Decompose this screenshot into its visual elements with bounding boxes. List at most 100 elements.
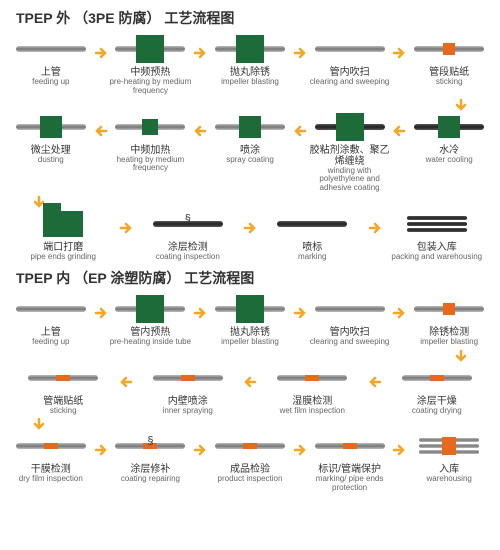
section-1: TPEP 外 （3PE 防腐） 工艺流程图 上管 feeding up 中频预热…: [8, 8, 492, 262]
step-label-en: warehousing: [426, 475, 471, 484]
step-label-en: clearing and sweeping: [310, 78, 390, 87]
flow-row: 上管 feeding up 中频预热 pre-heating by medium…: [8, 34, 492, 96]
flow-step: 涂层干燥 coating drying: [382, 363, 493, 416]
step-icon: §: [111, 431, 189, 461]
step-label-en: sticking: [436, 78, 463, 87]
step-label-en: coating repairing: [121, 475, 180, 484]
step-icon: [12, 431, 90, 461]
section-1-title: TPEP 外 （3PE 防腐） 工艺流程图: [16, 8, 492, 28]
flow-arrow: [293, 306, 307, 320]
step-icon: [149, 363, 227, 393]
step-icon: [111, 112, 189, 142]
step-icon: [24, 209, 102, 239]
step-label-en: impeller blasting: [221, 78, 279, 87]
step-label-en: water cooling: [426, 156, 473, 165]
flow-step: 包装入库 packing and warehousing: [382, 209, 493, 262]
step-label-en: marking: [298, 253, 326, 262]
step-label-en: pre-heating inside tube: [110, 338, 191, 347]
flow-arrow: [193, 443, 207, 457]
step-label-en: winding with polyethylene and adhesive c…: [307, 167, 393, 193]
flow-step: 除锈检测 impeller blasting: [406, 294, 492, 347]
flow-arrow: [392, 443, 406, 457]
step-icon: [12, 34, 90, 64]
flow-step: 成品检验 product inspection: [207, 431, 293, 484]
step-label-en: dry film inspection: [19, 475, 83, 484]
step-icon: [111, 34, 189, 64]
step-icon: [111, 294, 189, 324]
flow-step: § 涂层检测 coating inspection: [133, 209, 244, 262]
step-label-en: clearing and sweeping: [310, 338, 390, 347]
flow-step: 干膜检测 dry film inspection: [8, 431, 94, 484]
flow-arrow: [392, 46, 406, 60]
flow-arrow: [94, 306, 108, 320]
step-icon: [311, 112, 389, 142]
step-label-en: packing and warehousing: [391, 253, 482, 262]
flow-step: 中频加热 heating by medium frequency: [108, 112, 194, 174]
flow-arrow-down: [8, 195, 492, 209]
step-label-en: product inspection: [218, 475, 283, 484]
step-icon: [211, 431, 289, 461]
step-label-en: sticking: [50, 407, 77, 416]
flow-row: 上管 feeding up 管内预热 pre-heating inside tu…: [8, 294, 492, 347]
step-label-en: wet film inspection: [280, 407, 345, 416]
step-icon: [273, 363, 351, 393]
step-icon: [410, 431, 488, 461]
flow-step: 入库 warehousing: [406, 431, 492, 484]
flow-arrow: [119, 375, 133, 389]
step-label-en: feeding up: [32, 338, 69, 347]
flow-step: § 涂层修补 coating repairing: [108, 431, 194, 484]
step-icon: [311, 34, 389, 64]
step-label-cn: 微尘处理: [31, 145, 71, 156]
flow-step: 内壁喷涂 inner spraying: [133, 363, 244, 416]
flow-arrow: [368, 375, 382, 389]
step-label-en: impeller blasting: [420, 338, 478, 347]
flow-arrow: [243, 375, 257, 389]
flow-row: 微尘处理 dusting 中频加热 heating by medium freq…: [8, 112, 492, 193]
section-2-title: TPEP 内 （EP 涂塑防腐） 工艺流程图: [16, 268, 492, 288]
flow-arrow-down: [8, 417, 492, 431]
flow-step: 管段贴纸 sticking: [406, 34, 492, 87]
flow-step: 管内吹扫 clearing and sweeping: [307, 294, 393, 347]
step-label-en: feeding up: [32, 78, 69, 87]
flow-step: 抛丸除锈 impeller blasting: [207, 34, 293, 87]
flow-row: 管端贴纸 sticking 内壁喷涂 inner spraying 湿膜检测 w…: [8, 363, 492, 416]
step-icon: [211, 34, 289, 64]
flow-step: 上管 feeding up: [8, 294, 94, 347]
flow-arrow: [293, 46, 307, 60]
flow-row: 端口打磨 pipe ends grinding § 涂层检测 coating i…: [8, 209, 492, 262]
step-label-en: impeller blasting: [221, 338, 279, 347]
flow-arrow: [193, 124, 207, 138]
flow-step: 中频预热 pre-heating by medium frequency: [108, 34, 194, 96]
flowchart-container: TPEP 外 （3PE 防腐） 工艺流程图 上管 feeding up 中频预热…: [0, 0, 500, 504]
step-icon: [410, 112, 488, 142]
flow-step: 标识/管端保护 marking/ pipe ends protection: [307, 431, 393, 493]
flow-step: 管内吹扫 clearing and sweeping: [307, 34, 393, 87]
flow-arrow: [94, 443, 108, 457]
flow-arrow: [193, 46, 207, 60]
flow-step: 上管 feeding up: [8, 34, 94, 87]
section-2-rows: 上管 feeding up 管内预热 pre-heating inside tu…: [8, 294, 492, 493]
flow-arrow-down: [8, 98, 492, 112]
flow-step: 湿膜检测 wet film inspection: [257, 363, 368, 416]
step-label-cn: 喷涂: [240, 145, 260, 156]
step-icon: [12, 294, 90, 324]
flow-arrow: [392, 306, 406, 320]
step-icon: §: [149, 209, 227, 239]
step-icon: [311, 294, 389, 324]
step-label-en: marking/ pipe ends protection: [307, 475, 393, 493]
step-label-cn: 中频加热: [130, 145, 170, 156]
flow-arrow: [243, 221, 257, 235]
step-icon: [273, 209, 351, 239]
step-label-en: pre-heating by medium frequency: [108, 78, 194, 96]
step-label-cn: 涂层干燥: [417, 396, 457, 407]
step-icon: [12, 112, 90, 142]
section-1-rows: 上管 feeding up 中频预热 pre-heating by medium…: [8, 34, 492, 262]
step-label-en: spray coating: [226, 156, 274, 165]
flow-row: 干膜检测 dry film inspection § 涂层修补 coating …: [8, 431, 492, 493]
flow-arrow: [392, 124, 406, 138]
step-icon: [311, 431, 389, 461]
flow-step: 微尘处理 dusting: [8, 112, 94, 165]
step-label-en: heating by medium frequency: [108, 156, 194, 174]
step-icon: [398, 363, 476, 393]
step-label-cn: 湿膜检测: [292, 396, 332, 407]
